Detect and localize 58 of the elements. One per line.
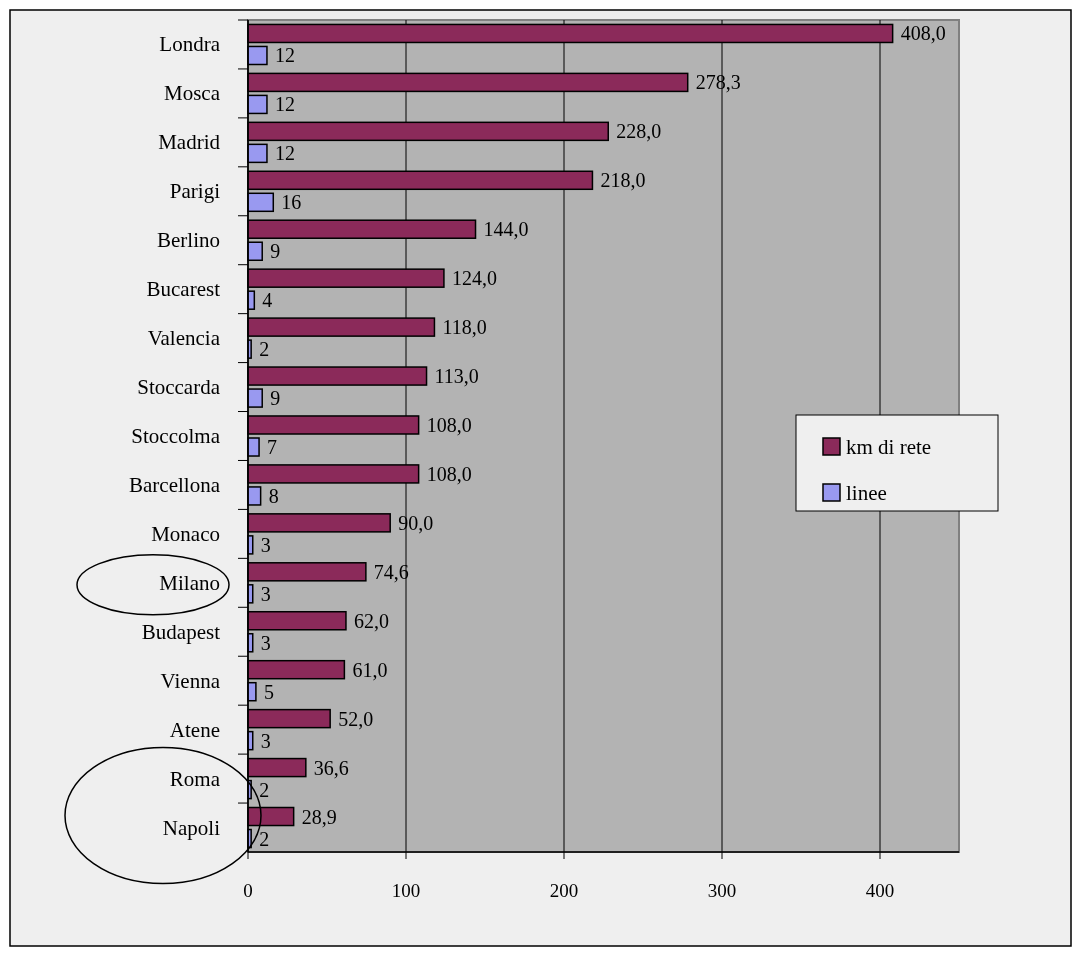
data-label: 9	[270, 240, 281, 263]
data-label: 62,0	[353, 609, 389, 632]
data-label: 7	[267, 436, 278, 459]
data-label: 278,3	[695, 71, 741, 94]
y-tick-label: Barcellona	[129, 472, 221, 497]
y-tick-label: Atene	[169, 717, 220, 742]
data-label: 408,0	[900, 22, 946, 45]
y-tick-label: Mosca	[164, 81, 221, 106]
data-label: 8	[268, 484, 279, 507]
y-tick-label: Berlino	[157, 228, 220, 253]
data-label: 3	[260, 582, 271, 605]
data-label: 218,0	[600, 169, 646, 192]
legend-label: linee	[846, 481, 887, 505]
data-label: 108,0	[426, 462, 472, 485]
data-label: 12	[274, 93, 295, 116]
data-label: 28,9	[301, 805, 337, 828]
y-tick-label: Napoli	[162, 815, 221, 840]
x-tick-label: 0	[243, 880, 253, 901]
data-label: 2	[259, 338, 270, 361]
data-label: 12	[274, 142, 295, 165]
data-label: 3	[260, 729, 271, 752]
y-tick-label: Stoccarda	[137, 375, 221, 400]
data-label: 108,0	[426, 413, 472, 436]
data-label: 3	[260, 533, 271, 556]
data-label: 2	[259, 778, 270, 801]
data-label: 9	[270, 387, 281, 410]
y-tick-label: Parigi	[169, 179, 221, 204]
y-tick-label: Madrid	[158, 130, 221, 155]
y-tick-label: Vienna	[160, 668, 221, 693]
data-label: 3	[260, 631, 271, 654]
data-label: 16	[281, 191, 302, 214]
data-label: 118,0	[442, 316, 487, 339]
data-label: 124,0	[451, 267, 497, 290]
x-tick-label: 400	[865, 880, 895, 901]
data-label: 2	[259, 827, 270, 850]
data-label: 90,0	[398, 511, 434, 534]
y-tick-label: Roma	[169, 766, 221, 791]
y-tick-label: Valencia	[147, 326, 221, 351]
data-label: 228,0	[616, 120, 662, 143]
data-label: 12	[274, 44, 295, 67]
x-tick-label: 300	[707, 880, 737, 901]
y-tick-label: Budapest	[141, 619, 221, 644]
y-tick-label: Stoccolma	[131, 424, 221, 448]
data-label: 4	[262, 289, 273, 312]
data-label: 74,6	[373, 560, 409, 583]
y-tick-label: Londra	[159, 32, 221, 57]
data-label: 52,0	[338, 707, 374, 730]
x-tick-label: 200	[549, 880, 579, 901]
legend-label: km di rete	[846, 435, 932, 459]
x-tick-label: 100	[391, 880, 421, 901]
data-label: 113,0	[434, 365, 479, 388]
y-tick-label: Bucarest	[146, 277, 221, 302]
data-label: 144,0	[483, 218, 529, 241]
data-label: 61,0	[352, 658, 388, 681]
y-tick-label: Milano	[159, 570, 220, 595]
y-tick-label: Monaco	[151, 521, 220, 546]
data-label: 36,6	[313, 756, 349, 779]
data-label: 5	[263, 680, 274, 703]
